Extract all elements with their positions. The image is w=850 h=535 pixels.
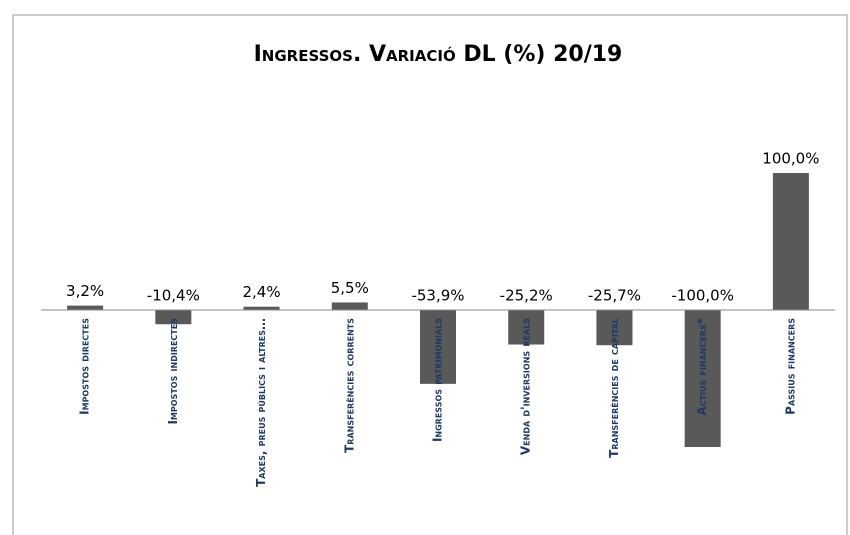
- value-label: -25,2%: [500, 287, 553, 305]
- value-label: 2,4%: [243, 283, 281, 301]
- x-tick-label: Impostos indirectes: [166, 318, 180, 425]
- value-label: 3,2%: [66, 282, 104, 300]
- x-tick-label: Ingressos patrimonials: [431, 318, 445, 442]
- value-label: 5,5%: [331, 279, 369, 297]
- value-label: -10,4%: [147, 287, 200, 305]
- chart-frame: [12, 14, 848, 535]
- bar: [684, 310, 721, 447]
- chart-title: Ingressos. Variació DL (%) 20/19: [254, 42, 623, 67]
- bar: [420, 310, 456, 384]
- x-tick-label: Actius financers*: [695, 317, 709, 415]
- value-label: 100,0%: [762, 150, 819, 168]
- x-tick-label: Taxes, preus públics i altres…: [254, 318, 268, 487]
- bar: [155, 310, 192, 325]
- x-tick-label: Venda d'inversions reals: [519, 318, 533, 455]
- bar: [243, 306, 280, 310]
- bar: [772, 173, 809, 310]
- value-label: -25,7%: [588, 287, 641, 305]
- bar: [67, 305, 104, 310]
- x-tick-label: Impostos directes: [78, 318, 92, 415]
- x-tick-label: Passius financers: [783, 318, 797, 415]
- bar: [508, 310, 545, 345]
- bar: [596, 310, 633, 346]
- value-label: -53,9%: [411, 287, 464, 305]
- x-tick-label: Transferències corrents: [342, 318, 356, 453]
- value-label: -100,0%: [671, 287, 734, 305]
- x-tick-label: Transferències de capital: [607, 318, 621, 458]
- bar: [331, 302, 368, 310]
